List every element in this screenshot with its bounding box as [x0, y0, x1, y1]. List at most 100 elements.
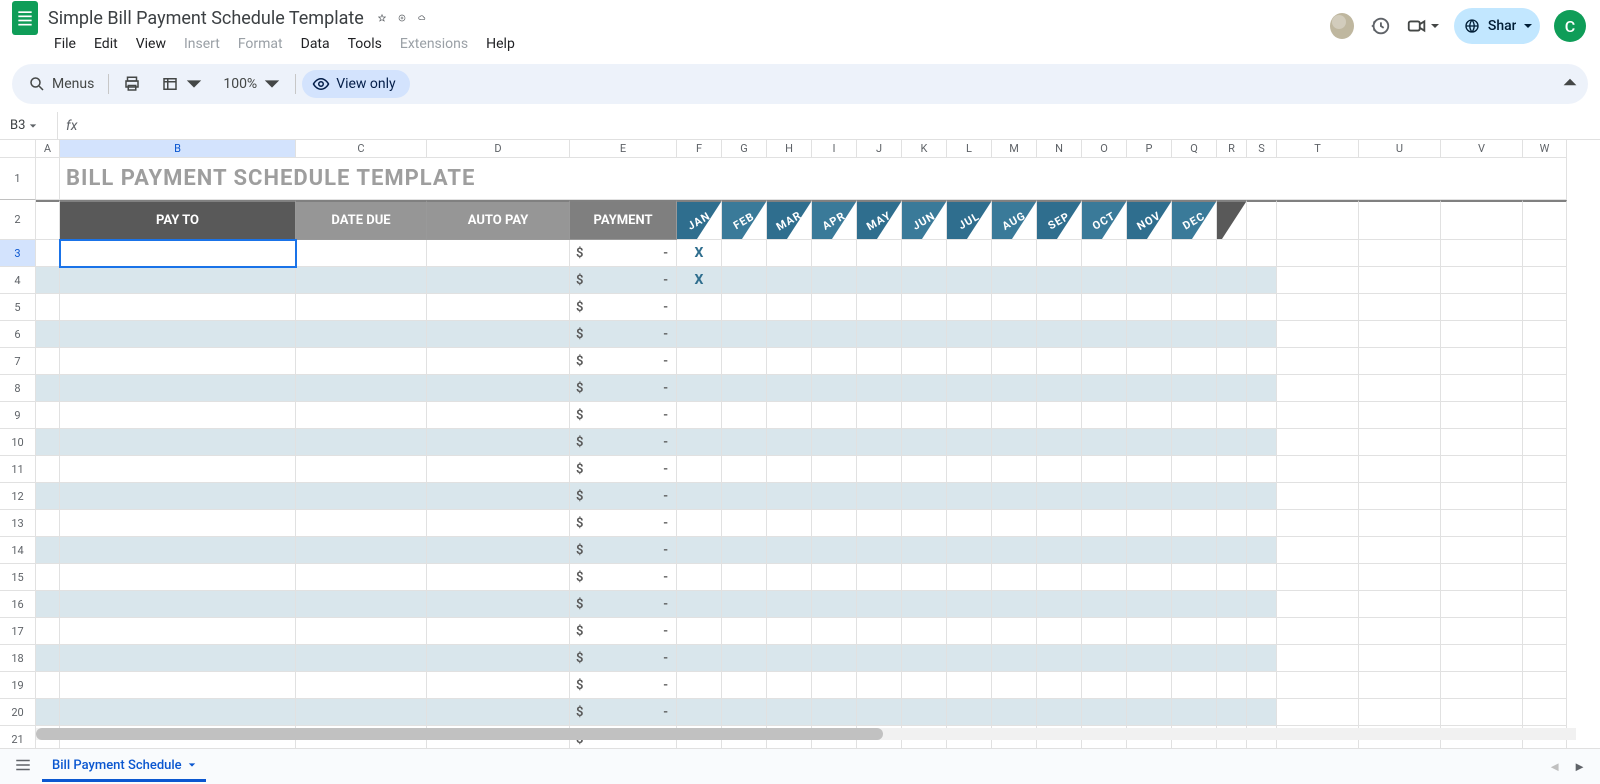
cell-L11[interactable]	[947, 456, 992, 483]
row-header-4[interactable]: 4	[0, 267, 36, 294]
cell-V8[interactable]	[1441, 375, 1523, 402]
cell-M18[interactable]	[992, 645, 1037, 672]
cell-U11[interactable]	[1359, 456, 1441, 483]
menu-view[interactable]: View	[128, 32, 174, 56]
cell-K9[interactable]	[902, 402, 947, 429]
print-button[interactable]	[115, 70, 149, 98]
cell-R15[interactable]	[1217, 564, 1247, 591]
cell-L8[interactable]	[947, 375, 992, 402]
col-header-E[interactable]: E	[570, 140, 677, 158]
cell-E3[interactable]: $-	[570, 240, 677, 267]
cell-T10[interactable]	[1277, 429, 1359, 456]
cell-O20[interactable]	[1082, 699, 1127, 726]
cell-F8[interactable]	[677, 375, 722, 402]
cell-L6[interactable]	[947, 321, 992, 348]
cell-E19[interactable]: $-	[570, 672, 677, 699]
cell-E8[interactable]: $-	[570, 375, 677, 402]
cell-A7[interactable]	[36, 348, 60, 375]
cell-A12[interactable]	[36, 483, 60, 510]
cell-O10[interactable]	[1082, 429, 1127, 456]
header-date_due[interactable]: DATE DUE	[296, 200, 427, 240]
cell-E15[interactable]: $-	[570, 564, 677, 591]
cell-V14[interactable]	[1441, 537, 1523, 564]
cell-G18[interactable]	[722, 645, 767, 672]
cell-E7[interactable]: $-	[570, 348, 677, 375]
cell-B17[interactable]	[60, 618, 296, 645]
col-header-R[interactable]: R	[1217, 140, 1247, 158]
cell-T20[interactable]	[1277, 699, 1359, 726]
month-header-jan[interactable]: JAN	[677, 200, 722, 240]
cell-S17[interactable]	[1247, 618, 1277, 645]
cell-I13[interactable]	[812, 510, 857, 537]
cell-M5[interactable]	[992, 294, 1037, 321]
month-header-mar[interactable]: MAR	[767, 200, 812, 240]
cell-B13[interactable]	[60, 510, 296, 537]
cell-O7[interactable]	[1082, 348, 1127, 375]
month-header-oct[interactable]: OCT	[1082, 200, 1127, 240]
cell-F17[interactable]	[677, 618, 722, 645]
row-header-15[interactable]: 15	[0, 564, 36, 591]
col-header-G[interactable]: G	[722, 140, 767, 158]
cell-B9[interactable]	[60, 402, 296, 429]
col-header-J[interactable]: J	[857, 140, 902, 158]
view-only-pill[interactable]: View only	[302, 70, 409, 98]
cell-U17[interactable]	[1359, 618, 1441, 645]
cell-I3[interactable]	[812, 240, 857, 267]
star-icon[interactable]	[372, 8, 392, 28]
cell-E18[interactable]: $-	[570, 645, 677, 672]
cell-Q7[interactable]	[1172, 348, 1217, 375]
cell-G7[interactable]	[722, 348, 767, 375]
cell-I19[interactable]	[812, 672, 857, 699]
cell-B11[interactable]	[60, 456, 296, 483]
cell-P6[interactable]	[1127, 321, 1172, 348]
cell-L5[interactable]	[947, 294, 992, 321]
cell-A16[interactable]	[36, 591, 60, 618]
cell-G9[interactable]	[722, 402, 767, 429]
cell-U20[interactable]	[1359, 699, 1441, 726]
cell-N19[interactable]	[1037, 672, 1082, 699]
cell-M19[interactable]	[992, 672, 1037, 699]
cell-A11[interactable]	[36, 456, 60, 483]
row-header-13[interactable]: 13	[0, 510, 36, 537]
col-header-O[interactable]: O	[1082, 140, 1127, 158]
cell-E13[interactable]: $-	[570, 510, 677, 537]
cell-O5[interactable]	[1082, 294, 1127, 321]
cell-F11[interactable]	[677, 456, 722, 483]
cell-B12[interactable]	[60, 483, 296, 510]
cell-B10[interactable]	[60, 429, 296, 456]
cell-L12[interactable]	[947, 483, 992, 510]
cell-J6[interactable]	[857, 321, 902, 348]
cell-P17[interactable]	[1127, 618, 1172, 645]
cell-J8[interactable]	[857, 375, 902, 402]
cell-E6[interactable]: $-	[570, 321, 677, 348]
cell-C17[interactable]	[296, 618, 427, 645]
cell-R14[interactable]	[1217, 537, 1247, 564]
cell-R19[interactable]	[1217, 672, 1247, 699]
cell-A8[interactable]	[36, 375, 60, 402]
row-header-8[interactable]: 8	[0, 375, 36, 402]
cell-B20[interactable]	[60, 699, 296, 726]
cell-P9[interactable]	[1127, 402, 1172, 429]
spreadsheet-grid[interactable]: ABCDEFGHIJKLMNOPQRSTUVW1BILL PAYMENT SCH…	[0, 140, 1600, 760]
cell-I16[interactable]	[812, 591, 857, 618]
menu-help[interactable]: Help	[478, 32, 523, 56]
select-all-corner[interactable]	[0, 140, 36, 158]
cell-J14[interactable]	[857, 537, 902, 564]
cell-D19[interactable]	[427, 672, 570, 699]
cell-Q5[interactable]	[1172, 294, 1217, 321]
cell-W20[interactable]	[1523, 699, 1567, 726]
cell-E12[interactable]: $-	[570, 483, 677, 510]
row-header-7[interactable]: 7	[0, 348, 36, 375]
col-header-F[interactable]: F	[677, 140, 722, 158]
cell-G3[interactable]	[722, 240, 767, 267]
cell-D8[interactable]	[427, 375, 570, 402]
cell-L3[interactable]	[947, 240, 992, 267]
cell-I18[interactable]	[812, 645, 857, 672]
cell-M20[interactable]	[992, 699, 1037, 726]
cell-R16[interactable]	[1217, 591, 1247, 618]
cell-S19[interactable]	[1247, 672, 1277, 699]
cell-W2[interactable]	[1523, 200, 1567, 240]
meet-button[interactable]	[1406, 15, 1440, 37]
cell-J4[interactable]	[857, 267, 902, 294]
cell-Q12[interactable]	[1172, 483, 1217, 510]
